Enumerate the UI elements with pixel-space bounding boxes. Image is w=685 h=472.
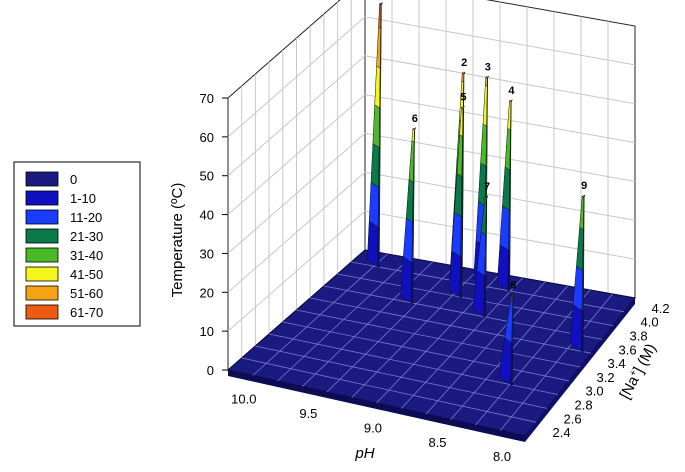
peak-cap	[508, 99, 513, 103]
floor-gridline	[269, 333, 559, 395]
peak-label: 9	[581, 180, 587, 192]
legend-label: 1-10	[70, 191, 96, 206]
chart-floor	[226, 249, 636, 442]
peak-band	[462, 107, 464, 138]
x-axis-label: pH	[354, 445, 374, 462]
peak-band	[508, 209, 511, 252]
y-tick-label: 4.2	[652, 301, 670, 316]
legend: 0 1-10 11-20 21-30 31-40 41-50 51-60 61-70	[13, 161, 141, 327]
legend-swatch	[25, 304, 59, 320]
peak-cap	[461, 71, 466, 75]
peak-cap	[412, 127, 417, 131]
peak-label: 8	[510, 280, 516, 292]
peak-band	[378, 107, 381, 149]
z-tick-label: 10	[200, 324, 214, 339]
floor-gridline	[255, 345, 548, 409]
x-tick-label: 9.5	[299, 406, 317, 421]
floor-gridline	[241, 357, 537, 423]
legend-label: 31-40	[70, 248, 103, 263]
legend-swatch	[25, 285, 59, 301]
floor-gridline	[323, 285, 603, 340]
z-tick-label: 40	[200, 208, 214, 223]
peak-4	[497, 99, 513, 293]
peak-band	[379, 67, 382, 109]
x-tick-label: 8.5	[428, 435, 446, 450]
z-axis-label: Temperature (ºC)	[169, 183, 186, 298]
y-tick-label: 4.0	[641, 315, 659, 330]
peak-band	[377, 226, 380, 269]
peak-label: 3	[485, 61, 491, 73]
peak-5	[448, 105, 465, 299]
peak-cap	[460, 105, 465, 110]
peak-7	[472, 195, 489, 319]
y-tick-label: 2.6	[564, 411, 582, 426]
floor-gridline	[310, 297, 592, 354]
peak-band	[368, 181, 379, 228]
legend-swatch	[25, 247, 59, 263]
peak-band	[460, 216, 463, 259]
x-tick-label: 9.0	[364, 420, 382, 435]
legend-label: 0	[70, 172, 77, 187]
y-tick-label: 2.4	[553, 425, 571, 440]
legend-label: 61-70	[70, 305, 103, 320]
peak-cap	[581, 194, 586, 199]
legend-swatch	[25, 209, 59, 225]
peak-label: 5	[460, 91, 466, 103]
y-tick-label: 3.2	[597, 370, 615, 385]
peak-1	[367, 2, 383, 269]
peak-band	[380, 4, 382, 30]
legend-label: 21-30	[70, 229, 103, 244]
peak-cap	[484, 195, 489, 199]
legend-label: 41-50	[70, 267, 103, 282]
legend-swatch	[25, 228, 59, 244]
z-tick-label: 30	[200, 246, 214, 261]
legend-label: 11-20	[70, 210, 102, 225]
peak-label: 7	[484, 181, 490, 193]
z-tick-label: 50	[200, 169, 214, 184]
x-tick-label: 8.0	[493, 449, 511, 464]
y-tick-label: 3.6	[619, 342, 637, 357]
peak-cap	[485, 75, 490, 79]
z-tick-label: 60	[200, 130, 214, 145]
floor-gridline	[296, 309, 581, 368]
peak-6	[400, 127, 417, 305]
peak-label: 2	[461, 57, 467, 69]
y-tick-label: 3.0	[586, 384, 604, 399]
peak-band	[581, 310, 584, 353]
peak-band	[367, 220, 379, 268]
chart-walls	[227, 0, 636, 372]
z-tick-label: 0	[207, 363, 214, 378]
floor-edge	[228, 370, 525, 442]
legend-swatch	[25, 171, 59, 187]
chart-labels: 123456798010203040506070Temperature (ºC)…	[169, 57, 670, 464]
peak-surfaces	[367, 2, 586, 387]
y-tick-label: 2.8	[575, 398, 593, 413]
peak-band	[377, 186, 381, 229]
peak-cap	[378, 2, 383, 6]
x-tick-label: 10.0	[231, 392, 256, 407]
legend-swatch	[25, 190, 59, 206]
floor-gridline	[282, 321, 570, 382]
y-tick-label: 3.8	[630, 329, 648, 344]
peak-label: 6	[412, 113, 418, 125]
peak-label: 4	[508, 85, 515, 97]
z-tick-label: 20	[200, 285, 214, 300]
peak-9	[569, 194, 586, 353]
peak-cap	[510, 294, 515, 298]
peak-band	[413, 129, 415, 143]
y-tick-label: 3.4	[608, 356, 626, 371]
z-tick-label: 70	[200, 91, 214, 106]
floor-edge	[525, 298, 635, 442]
peak-8	[498, 294, 515, 387]
legend-swatch	[25, 266, 59, 282]
legend-label: 51-60	[70, 286, 103, 301]
